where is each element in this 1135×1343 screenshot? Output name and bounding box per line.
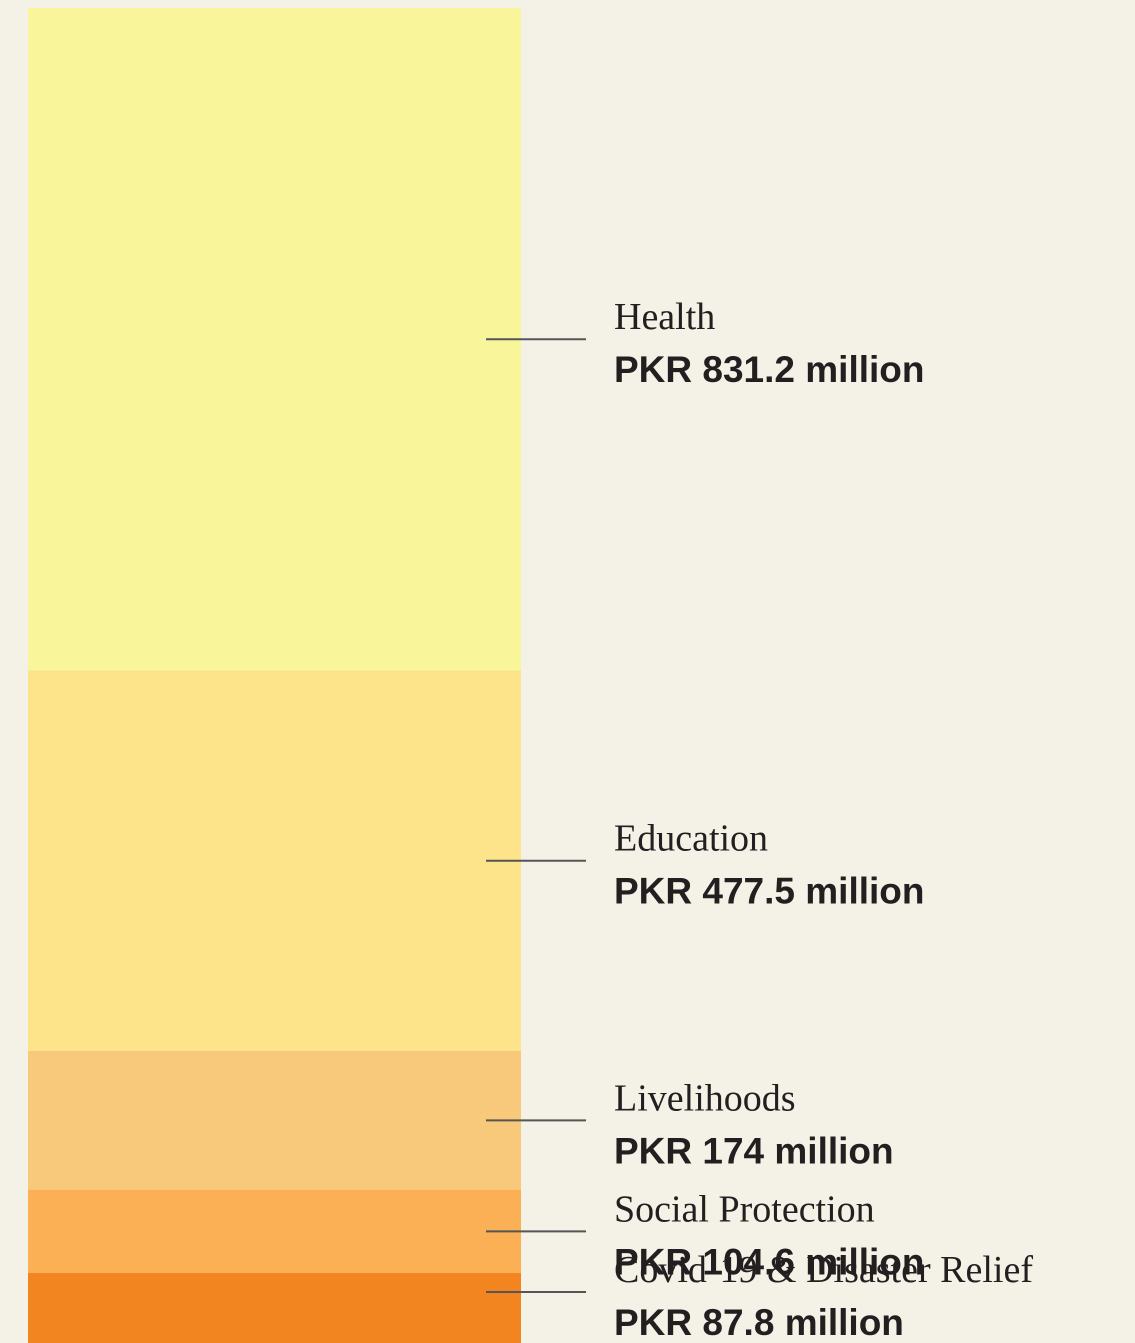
category-label: Covid-19 & Disaster Relief bbox=[614, 1249, 1033, 1291]
bar-segment bbox=[28, 670, 521, 1051]
bar-segment bbox=[28, 1050, 521, 1190]
bar-segment bbox=[28, 1189, 521, 1274]
value-label: PKR 104.6 million bbox=[614, 1241, 925, 1282]
category-label: Social Protection bbox=[614, 1188, 875, 1230]
category-label: Health bbox=[614, 296, 715, 338]
bar-segment bbox=[28, 8, 521, 671]
category-label: Education bbox=[614, 818, 768, 860]
category-label: Livelihoods bbox=[614, 1077, 796, 1119]
value-label: PKR 174 million bbox=[614, 1130, 894, 1171]
bar-segment bbox=[28, 1273, 521, 1343]
value-label: PKR 831.2 million bbox=[614, 349, 925, 390]
value-label: PKR 477.5 million bbox=[614, 871, 925, 912]
value-label: PKR 87.8 million bbox=[614, 1302, 904, 1343]
